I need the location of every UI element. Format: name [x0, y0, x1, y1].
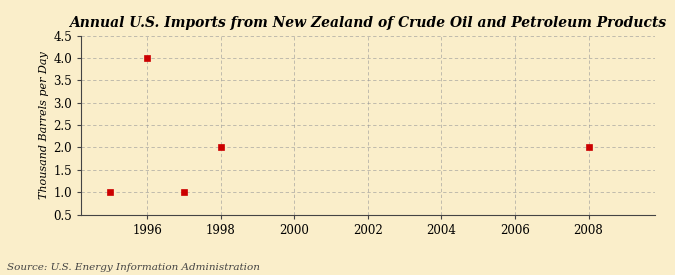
Title: Annual U.S. Imports from New Zealand of Crude Oil and Petroleum Products: Annual U.S. Imports from New Zealand of … [70, 16, 666, 31]
Text: Source: U.S. Energy Information Administration: Source: U.S. Energy Information Administ… [7, 263, 260, 272]
Y-axis label: Thousand Barrels per Day: Thousand Barrels per Day [39, 51, 49, 199]
